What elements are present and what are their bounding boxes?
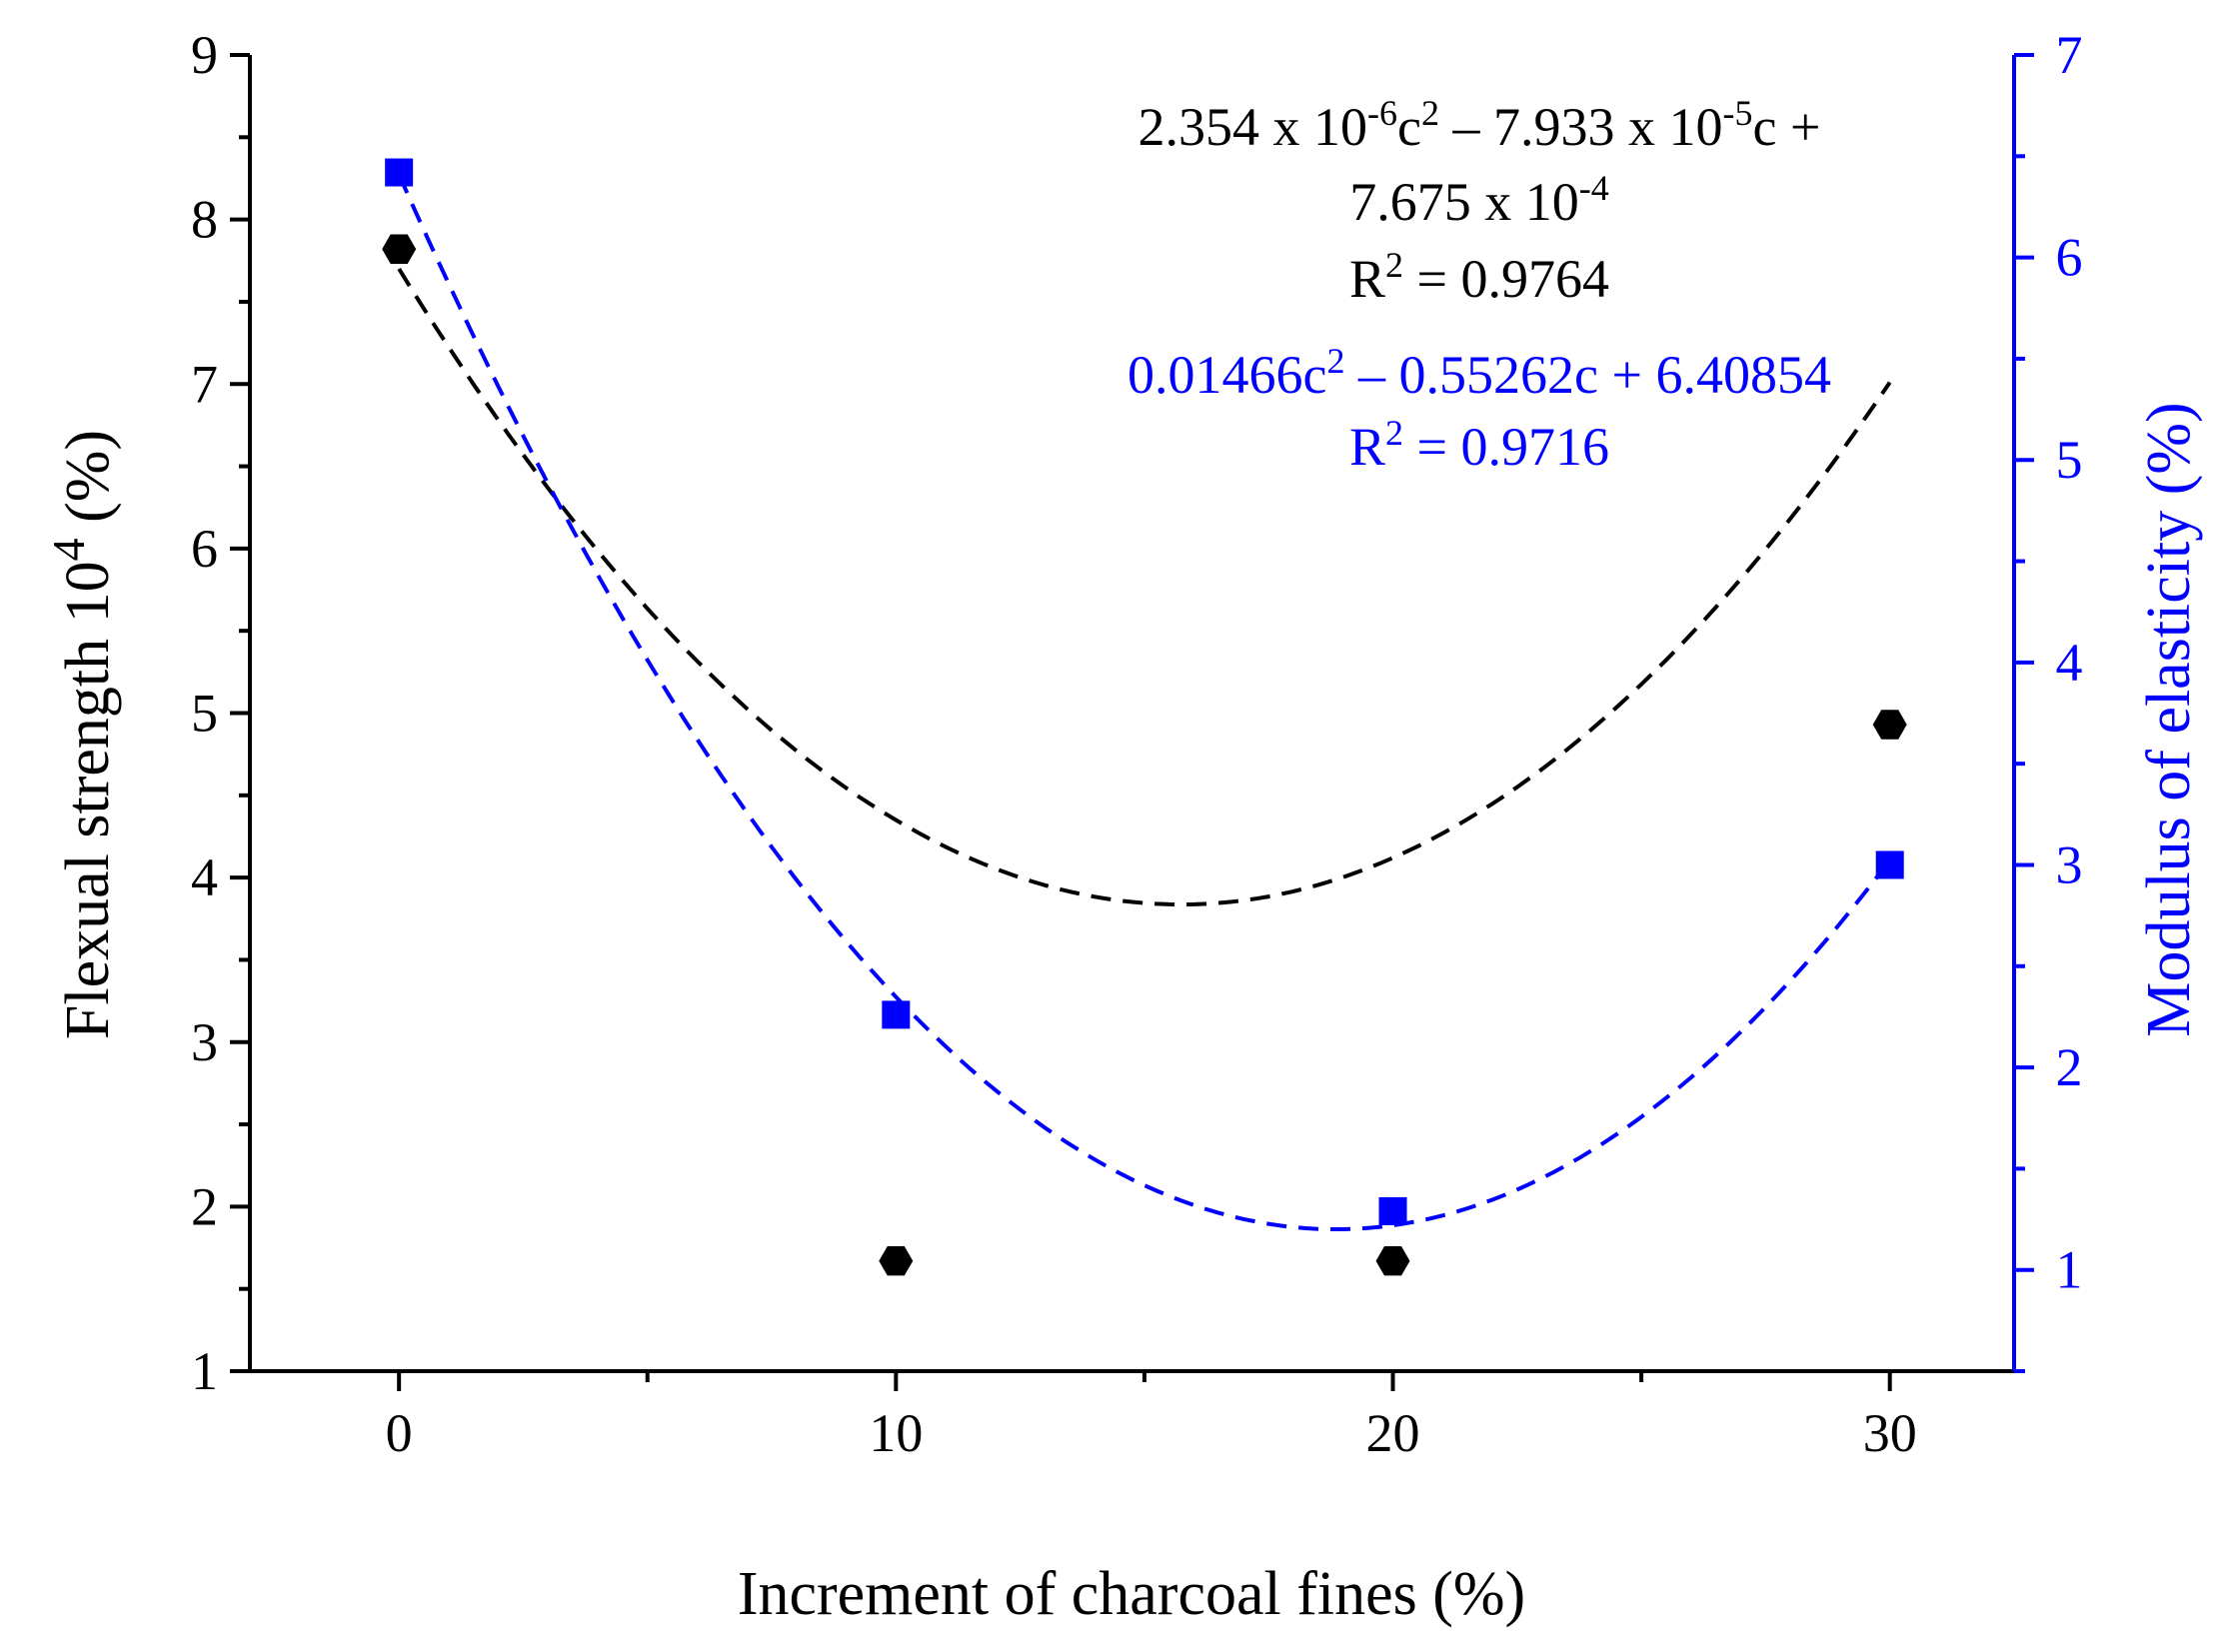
- x-tick-label: 10: [869, 1403, 923, 1463]
- black-equation-line-1: 2.354 x 10-6c2 – 7.933 x 10-5c +: [1138, 93, 1821, 157]
- eq-part: = 0.9764: [1403, 249, 1609, 309]
- eq-part: R: [1349, 249, 1385, 309]
- modulus-point: [1378, 1196, 1407, 1225]
- eq-superscript: -4: [1579, 168, 1609, 208]
- y-axis-left-title-exponent: 4: [43, 538, 94, 561]
- y-axis-left-title: Flexual strength 104 (%): [43, 430, 122, 1039]
- eq-superscript: 2: [1385, 413, 1403, 453]
- flexural-fit-curve: [397, 267, 1892, 907]
- eq-part: c +: [1753, 97, 1821, 157]
- eq-superscript: -5: [1723, 93, 1753, 133]
- modulus-point: [1875, 850, 1904, 879]
- plot-frame: [248, 55, 2016, 1373]
- eq-part: – 7.933 x 10: [1439, 97, 1723, 157]
- y-right-tick-label: 4: [2056, 633, 2083, 693]
- eq-superscript: 2: [1327, 341, 1345, 381]
- eq-part: – 0.55262c + 6.40854: [1345, 345, 1831, 405]
- y-right-tick-label: 1: [2056, 1240, 2083, 1300]
- eq-superscript: 2: [1385, 245, 1403, 285]
- modulus-point: [385, 158, 414, 187]
- axis-ticks: 0 10 20 30 1 2 3 4 5 6 7 8 9 1 2 3 4 5 6 7: [191, 25, 2083, 1463]
- y-left-tick-label: 6: [191, 519, 218, 579]
- black-equation-line-2: 7.675 x 10-4: [1349, 168, 1609, 232]
- eq-part: c: [1397, 97, 1421, 157]
- y-left-tick-label: 1: [191, 1341, 218, 1401]
- x-tick-label: 30: [1863, 1403, 1917, 1463]
- modulus-point: [882, 1000, 911, 1029]
- flexural-strength-point: [382, 234, 417, 264]
- eq-superscript: -6: [1367, 93, 1397, 133]
- y-axis-right-title: Modulus of elasticity (%): [2135, 402, 2203, 1036]
- y-left-tick-label: 9: [191, 25, 218, 85]
- eq-part: 2.354 x 10: [1138, 97, 1368, 157]
- blue-r-squared: R2 = 0.9716: [1349, 413, 1609, 477]
- x-tick-label: 0: [386, 1403, 413, 1463]
- y-right-tick-label: 7: [2056, 25, 2083, 85]
- eq-part: = 0.9716: [1403, 417, 1609, 477]
- y-right-tick-label: 2: [2056, 1037, 2083, 1097]
- flexural-strength-point: [879, 1246, 914, 1276]
- y-left-tick-label: 3: [191, 1012, 218, 1072]
- x-tick-label: 20: [1366, 1403, 1420, 1463]
- fit-curves: [397, 173, 1892, 1231]
- flexural-strength-point: [1872, 710, 1907, 740]
- eq-part: R: [1349, 417, 1385, 477]
- y-left-tick-label: 8: [191, 190, 218, 250]
- data-markers: [382, 158, 1907, 1276]
- y-left-tick-label: 5: [191, 684, 218, 744]
- y-right-tick-label: 3: [2056, 834, 2083, 894]
- eq-superscript: 2: [1421, 93, 1439, 133]
- y-left-tick-label: 7: [191, 354, 218, 414]
- modulus-fit-curve: [397, 173, 1892, 1231]
- flexural-strength-point: [1375, 1246, 1410, 1276]
- x-axis-title: Increment of charcoal fines (%): [738, 1560, 1525, 1628]
- y-left-tick-label: 2: [191, 1176, 218, 1236]
- y-axis-left-title-unit: (%): [54, 430, 122, 538]
- eq-part: 7.675 x 10: [1349, 172, 1579, 232]
- y-left-tick-label: 4: [191, 847, 218, 907]
- y-right-tick-label: 5: [2056, 430, 2083, 490]
- y-right-tick-label: 6: [2056, 228, 2083, 288]
- eq-part: 0.01466c: [1127, 345, 1326, 405]
- black-r-squared: R2 = 0.9764: [1349, 245, 1609, 309]
- y-axis-left-title-main: Flexual strength 10: [54, 561, 122, 1039]
- blue-equation: 0.01466c2 – 0.55262c + 6.40854: [1127, 341, 1831, 405]
